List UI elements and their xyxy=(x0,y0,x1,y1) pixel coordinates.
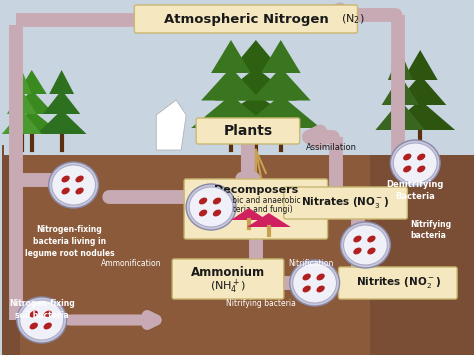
Polygon shape xyxy=(261,40,301,73)
Text: Nitrification: Nitrification xyxy=(288,258,333,268)
Polygon shape xyxy=(201,95,310,128)
Ellipse shape xyxy=(403,165,411,173)
Polygon shape xyxy=(385,100,455,130)
Ellipse shape xyxy=(367,236,375,242)
Text: Nitrates (NO$_3^-$): Nitrates (NO$_3^-$) xyxy=(301,196,390,211)
FancyBboxPatch shape xyxy=(134,5,357,33)
FancyBboxPatch shape xyxy=(137,3,368,155)
Polygon shape xyxy=(211,40,251,73)
Text: Nitrogen-fixing
bacteria living in
legume root nodules: Nitrogen-fixing bacteria living in legum… xyxy=(25,225,114,258)
Polygon shape xyxy=(2,110,62,134)
Text: Ammonification: Ammonification xyxy=(101,258,162,268)
Polygon shape xyxy=(215,67,297,100)
Ellipse shape xyxy=(367,247,375,255)
Ellipse shape xyxy=(393,143,437,183)
Ellipse shape xyxy=(340,222,390,268)
Ellipse shape xyxy=(344,225,387,265)
Polygon shape xyxy=(201,67,261,100)
Text: (N$_2$): (N$_2$) xyxy=(340,12,364,26)
Polygon shape xyxy=(49,70,74,94)
Bar xyxy=(2,145,20,355)
Polygon shape xyxy=(12,70,32,94)
Polygon shape xyxy=(403,50,438,80)
Text: (NH$_4^+$): (NH$_4^+$) xyxy=(210,278,246,296)
Text: Denitrifying
Bacteria: Denitrifying Bacteria xyxy=(386,180,444,201)
Ellipse shape xyxy=(44,323,52,329)
Ellipse shape xyxy=(213,198,221,204)
Polygon shape xyxy=(394,75,447,105)
Ellipse shape xyxy=(213,209,221,217)
Text: bacteria and fungi): bacteria and fungi) xyxy=(219,204,292,213)
Ellipse shape xyxy=(75,176,84,182)
Ellipse shape xyxy=(17,297,67,343)
Ellipse shape xyxy=(75,187,84,195)
Ellipse shape xyxy=(390,140,440,186)
Polygon shape xyxy=(17,70,47,94)
Polygon shape xyxy=(388,50,413,80)
Text: Assimilation: Assimilation xyxy=(306,142,356,152)
Polygon shape xyxy=(7,90,37,114)
Ellipse shape xyxy=(49,162,99,208)
Ellipse shape xyxy=(189,187,233,227)
Text: Nitrifying bacteria: Nitrifying bacteria xyxy=(226,299,296,307)
Ellipse shape xyxy=(44,311,52,317)
FancyBboxPatch shape xyxy=(284,187,407,219)
Polygon shape xyxy=(37,110,87,134)
Polygon shape xyxy=(375,100,425,130)
Polygon shape xyxy=(241,95,320,128)
Text: (aerobic and anaerobic: (aerobic and anaerobic xyxy=(211,196,300,204)
Text: Atmospheric Nitrogen: Atmospheric Nitrogen xyxy=(164,12,328,26)
Polygon shape xyxy=(382,75,419,105)
Text: Nitrifying
bacteria: Nitrifying bacteria xyxy=(410,220,451,240)
Ellipse shape xyxy=(417,154,425,160)
Ellipse shape xyxy=(199,209,207,217)
Polygon shape xyxy=(251,67,310,100)
Text: Nitrogen-fixing
soil bacteria: Nitrogen-fixing soil bacteria xyxy=(9,299,74,320)
Ellipse shape xyxy=(186,184,236,230)
Bar xyxy=(370,145,474,355)
FancyBboxPatch shape xyxy=(172,259,284,299)
Text: Decomposers: Decomposers xyxy=(214,185,298,195)
Ellipse shape xyxy=(302,285,311,293)
Polygon shape xyxy=(228,40,283,73)
Ellipse shape xyxy=(20,300,64,340)
Polygon shape xyxy=(247,213,291,227)
Ellipse shape xyxy=(293,263,337,303)
Ellipse shape xyxy=(62,187,70,195)
Ellipse shape xyxy=(417,165,425,173)
Ellipse shape xyxy=(317,274,325,280)
Ellipse shape xyxy=(199,198,207,204)
Polygon shape xyxy=(156,100,186,150)
Ellipse shape xyxy=(317,285,325,293)
Bar xyxy=(20,145,370,355)
Ellipse shape xyxy=(62,176,70,182)
Text: Ammonium: Ammonium xyxy=(191,267,265,279)
Bar xyxy=(2,145,474,355)
FancyBboxPatch shape xyxy=(368,3,474,155)
Ellipse shape xyxy=(302,274,311,280)
FancyBboxPatch shape xyxy=(338,267,457,299)
Ellipse shape xyxy=(52,165,95,205)
Ellipse shape xyxy=(403,154,411,160)
Ellipse shape xyxy=(353,247,362,255)
FancyBboxPatch shape xyxy=(4,3,138,155)
Ellipse shape xyxy=(29,323,38,329)
Text: Nitrites (NO$_2^-$): Nitrites (NO$_2^-$) xyxy=(356,275,441,290)
FancyBboxPatch shape xyxy=(184,179,328,239)
Text: Plants: Plants xyxy=(223,124,273,138)
Polygon shape xyxy=(231,208,267,220)
Polygon shape xyxy=(43,90,80,114)
Polygon shape xyxy=(191,95,271,128)
Ellipse shape xyxy=(29,311,38,317)
FancyBboxPatch shape xyxy=(196,118,300,144)
Ellipse shape xyxy=(290,260,339,306)
Polygon shape xyxy=(2,110,42,134)
Ellipse shape xyxy=(353,236,362,242)
Polygon shape xyxy=(9,90,54,114)
